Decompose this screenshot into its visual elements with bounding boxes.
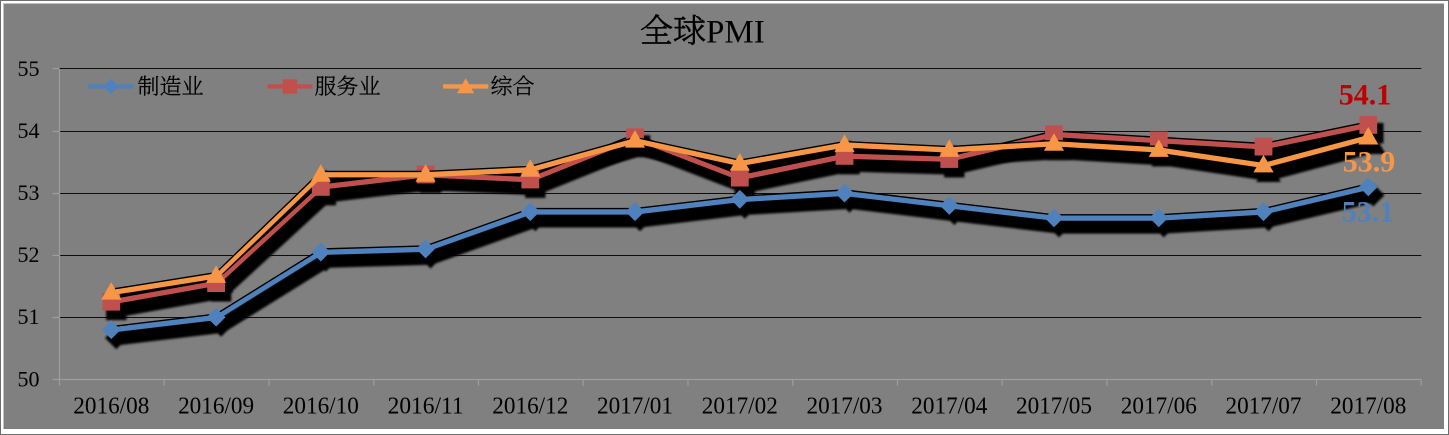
svg-text:PMI: PMI xyxy=(706,14,765,50)
svg-text:2016/09: 2016/09 xyxy=(178,393,254,420)
svg-text:54: 54 xyxy=(18,118,40,143)
svg-text:53.1: 53.1 xyxy=(1342,196,1395,229)
svg-text:2017/06: 2017/06 xyxy=(1121,393,1197,420)
svg-text:50: 50 xyxy=(18,366,40,391)
svg-text:2017/05: 2017/05 xyxy=(1016,393,1092,420)
svg-text:2017/01: 2017/01 xyxy=(597,393,673,420)
svg-text:2016/08: 2016/08 xyxy=(73,393,149,420)
svg-text:54.1: 54.1 xyxy=(1339,79,1392,112)
svg-text:55: 55 xyxy=(18,56,40,81)
svg-text:2017/08: 2017/08 xyxy=(1330,393,1406,420)
svg-text:2016/10: 2016/10 xyxy=(283,393,359,420)
svg-text:2017/02: 2017/02 xyxy=(702,393,778,420)
svg-text:2017/07: 2017/07 xyxy=(1226,393,1302,420)
svg-text:2017/03: 2017/03 xyxy=(807,393,883,420)
svg-text:53.9: 53.9 xyxy=(1343,146,1396,179)
svg-text:2016/11: 2016/11 xyxy=(388,393,464,420)
svg-text:53: 53 xyxy=(18,180,40,205)
svg-text:51: 51 xyxy=(18,304,40,329)
svg-text:2017/04: 2017/04 xyxy=(911,393,987,420)
svg-text:2016/12: 2016/12 xyxy=(492,393,568,420)
svg-text:52: 52 xyxy=(18,242,40,267)
